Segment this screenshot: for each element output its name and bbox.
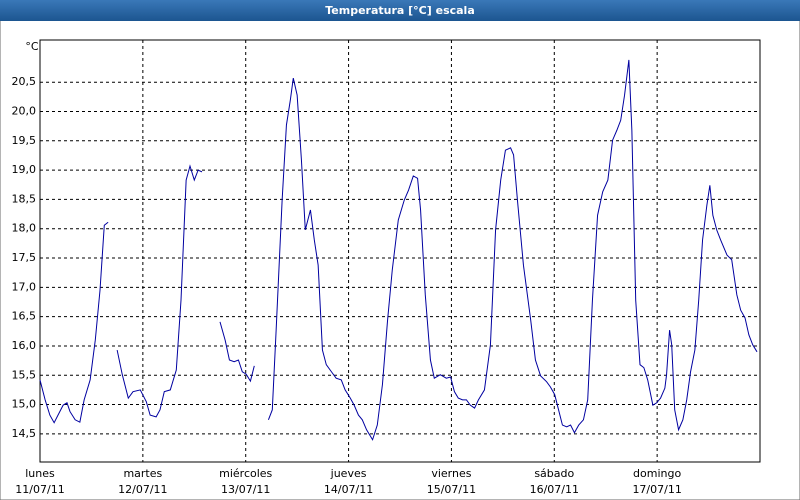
x-tick-label: martes (123, 467, 162, 480)
y-tick-label: 15,5 (12, 368, 37, 381)
y-tick-label: 20,0 (12, 105, 37, 118)
x-tick-date: 13/07/11 (221, 483, 270, 496)
x-tick-label: domingo (633, 467, 681, 480)
data-line (39, 59, 758, 441)
chart-title: Temperatura [°C] escala (325, 4, 475, 17)
x-tick-date: 12/07/11 (118, 483, 167, 496)
x-tick-label: viernes (431, 467, 471, 480)
x-tick-label: sábado (534, 467, 574, 480)
x-tick-label: jueves (330, 467, 367, 480)
x-tick-date: 16/07/11 (530, 483, 579, 496)
y-tick-label: 18,5 (12, 192, 37, 205)
y-tick-label: 16,5 (12, 310, 37, 323)
y-tick-label: 17,0 (12, 280, 37, 293)
y-tick-label: 16,0 (12, 339, 37, 352)
y-unit: °C (25, 40, 39, 53)
y-tick-label: 18,0 (12, 222, 37, 235)
y-tick-label: 19,0 (12, 163, 37, 176)
x-tick-date: 15/07/11 (427, 483, 476, 496)
y-tick-label: 20,5 (12, 75, 37, 88)
x-tick-label: miércoles (219, 467, 272, 480)
y-tick-label: 17,5 (12, 251, 37, 264)
x-tick-date: 14/07/11 (324, 483, 373, 496)
x-tick-date: 17/07/11 (632, 483, 681, 496)
y-tick-label: 15,0 (12, 398, 37, 411)
y-tick-label: 14,5 (12, 427, 37, 440)
plot-frame (39, 39, 761, 463)
x-tick-label: lunes (25, 467, 55, 480)
title-bar (0, 0, 800, 21)
x-tick-date: 11/07/11 (15, 483, 64, 496)
y-tick-label: 19,5 (12, 134, 37, 147)
